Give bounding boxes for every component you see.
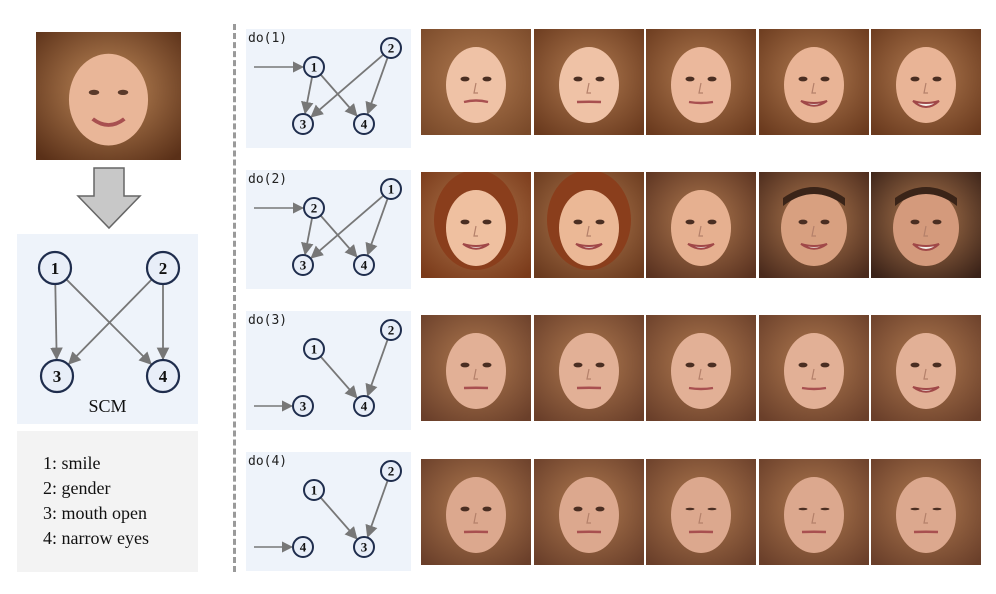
legend-item-mouth-open: 3: mouth open — [43, 503, 147, 523]
intervention-label: do(2) — [248, 172, 288, 187]
svg-text:2: 2 — [388, 464, 395, 479]
svg-text:3: 3 — [53, 367, 62, 386]
graph-edge-2-3 — [310, 53, 385, 118]
scm-edge-1-3 — [50, 283, 63, 361]
scm-caption: SCM — [88, 396, 127, 416]
intervention-graph: 1 2 3 4 — [254, 460, 402, 558]
generated-face-image — [421, 459, 531, 565]
svg-text:3: 3 — [300, 117, 307, 132]
generated-face-image — [646, 459, 756, 565]
scm-node-2: 2 — [145, 250, 181, 286]
graph-node-3: 3 — [292, 395, 314, 417]
graph-node-2: 2 — [380, 37, 402, 59]
intervention-panel-4: do(4) 1 2 3 4 — [246, 452, 411, 571]
intervention-graph: 1 2 3 4 — [254, 319, 402, 417]
scm-graph: 1 2 3 4 — [37, 250, 181, 394]
graph-node-1: 1 — [303, 338, 325, 360]
intervention-panel-1: do(1) 1 2 3 4 — [246, 29, 411, 148]
svg-text:2: 2 — [159, 259, 168, 278]
svg-text:4: 4 — [361, 117, 368, 132]
graph-node-4: 4 — [353, 395, 375, 417]
generated-face-image — [421, 29, 531, 135]
graph-node-3: 3 — [292, 113, 314, 135]
svg-text:4: 4 — [159, 367, 168, 386]
legend-item-narrow-eyes: 4: narrow eyes — [43, 528, 149, 548]
graph-edge-2-3 — [301, 217, 314, 256]
svg-text:1: 1 — [388, 182, 395, 197]
svg-text:2: 2 — [388, 41, 395, 56]
attribute-legend: 1: smile 2: gender 3: mouth open 4: narr… — [17, 431, 198, 572]
graph-edge-1-3 — [319, 496, 358, 540]
graph-edge-1-4 — [319, 355, 358, 399]
graph-node-1: 1 — [303, 479, 325, 501]
generated-face-image — [533, 29, 644, 135]
generated-face-image — [758, 29, 869, 135]
scm-panel: 1 2 3 4 SCM — [17, 234, 198, 424]
graph-edge-1-3 — [301, 76, 314, 115]
generated-face-image — [758, 315, 869, 421]
scm-edge-2-3 — [68, 278, 153, 365]
svg-text:1: 1 — [311, 60, 318, 75]
graph-edge-1-4 — [319, 73, 358, 117]
generated-face-image — [646, 315, 756, 421]
intervention-graph: 1 2 3 4 — [254, 37, 402, 135]
legend-item-smile: 1: smile — [43, 453, 101, 473]
scm-node-1: 1 — [37, 250, 73, 286]
generated-face-image — [533, 172, 644, 278]
graph-edge-2-3 — [365, 480, 389, 538]
down-arrow-icon — [76, 167, 142, 230]
svg-text:3: 3 — [300, 258, 307, 273]
graph-node-1: 1 — [303, 56, 325, 78]
scm-edge-1-4 — [65, 278, 152, 365]
graph-node-4: 4 — [292, 536, 314, 558]
generated-face-image — [646, 172, 756, 278]
graph-edge-2-4 — [365, 339, 389, 397]
svg-text:3: 3 — [361, 540, 368, 555]
svg-text:4: 4 — [361, 399, 368, 414]
graph-edge-1-3 — [310, 194, 385, 259]
generated-face-image — [421, 172, 531, 278]
divider-dashed-line — [233, 24, 236, 572]
graph-edge-2-4 — [365, 57, 389, 115]
graph-node-2: 2 — [380, 460, 402, 482]
svg-text:2: 2 — [311, 201, 318, 216]
intervention-label: do(3) — [248, 313, 288, 328]
svg-text:4: 4 — [300, 540, 307, 555]
input-face-image — [36, 32, 181, 160]
graph-edge-2-4 — [319, 214, 358, 258]
graph-node-1: 1 — [380, 178, 402, 200]
generated-face-image — [871, 459, 981, 565]
generated-face-image — [871, 172, 981, 278]
generated-face-image — [533, 459, 644, 565]
scm-node-3: 3 — [39, 358, 75, 394]
generated-face-image — [533, 315, 644, 421]
graph-node-4: 4 — [353, 254, 375, 276]
generated-face-image — [758, 459, 869, 565]
graph-node-3: 3 — [353, 536, 375, 558]
intervention-panel-3: do(3) 1 2 3 4 — [246, 311, 411, 430]
svg-text:1: 1 — [311, 483, 318, 498]
scm-node-4: 4 — [145, 358, 181, 394]
intervention-label: do(1) — [248, 31, 288, 46]
intervention-label: do(4) — [248, 454, 288, 469]
generated-face-image — [646, 29, 756, 135]
graph-node-2: 2 — [380, 319, 402, 341]
graph-edge-1-4 — [365, 198, 389, 256]
legend-item-gender: 2: gender — [43, 478, 111, 498]
svg-text:1: 1 — [311, 342, 318, 357]
generated-face-image — [871, 29, 981, 135]
graph-node-4: 4 — [353, 113, 375, 135]
svg-text:1: 1 — [51, 259, 60, 278]
generated-face-image — [421, 315, 531, 421]
svg-text:2: 2 — [388, 323, 395, 338]
svg-text:4: 4 — [361, 258, 368, 273]
graph-node-3: 3 — [292, 254, 314, 276]
graph-node-2: 2 — [303, 197, 325, 219]
svg-text:3: 3 — [300, 399, 307, 414]
generated-face-image — [758, 172, 869, 278]
generated-face-image — [871, 315, 981, 421]
intervention-graph: 1 2 3 4 — [254, 178, 402, 276]
intervention-panel-2: do(2) 1 2 3 4 — [246, 170, 411, 289]
